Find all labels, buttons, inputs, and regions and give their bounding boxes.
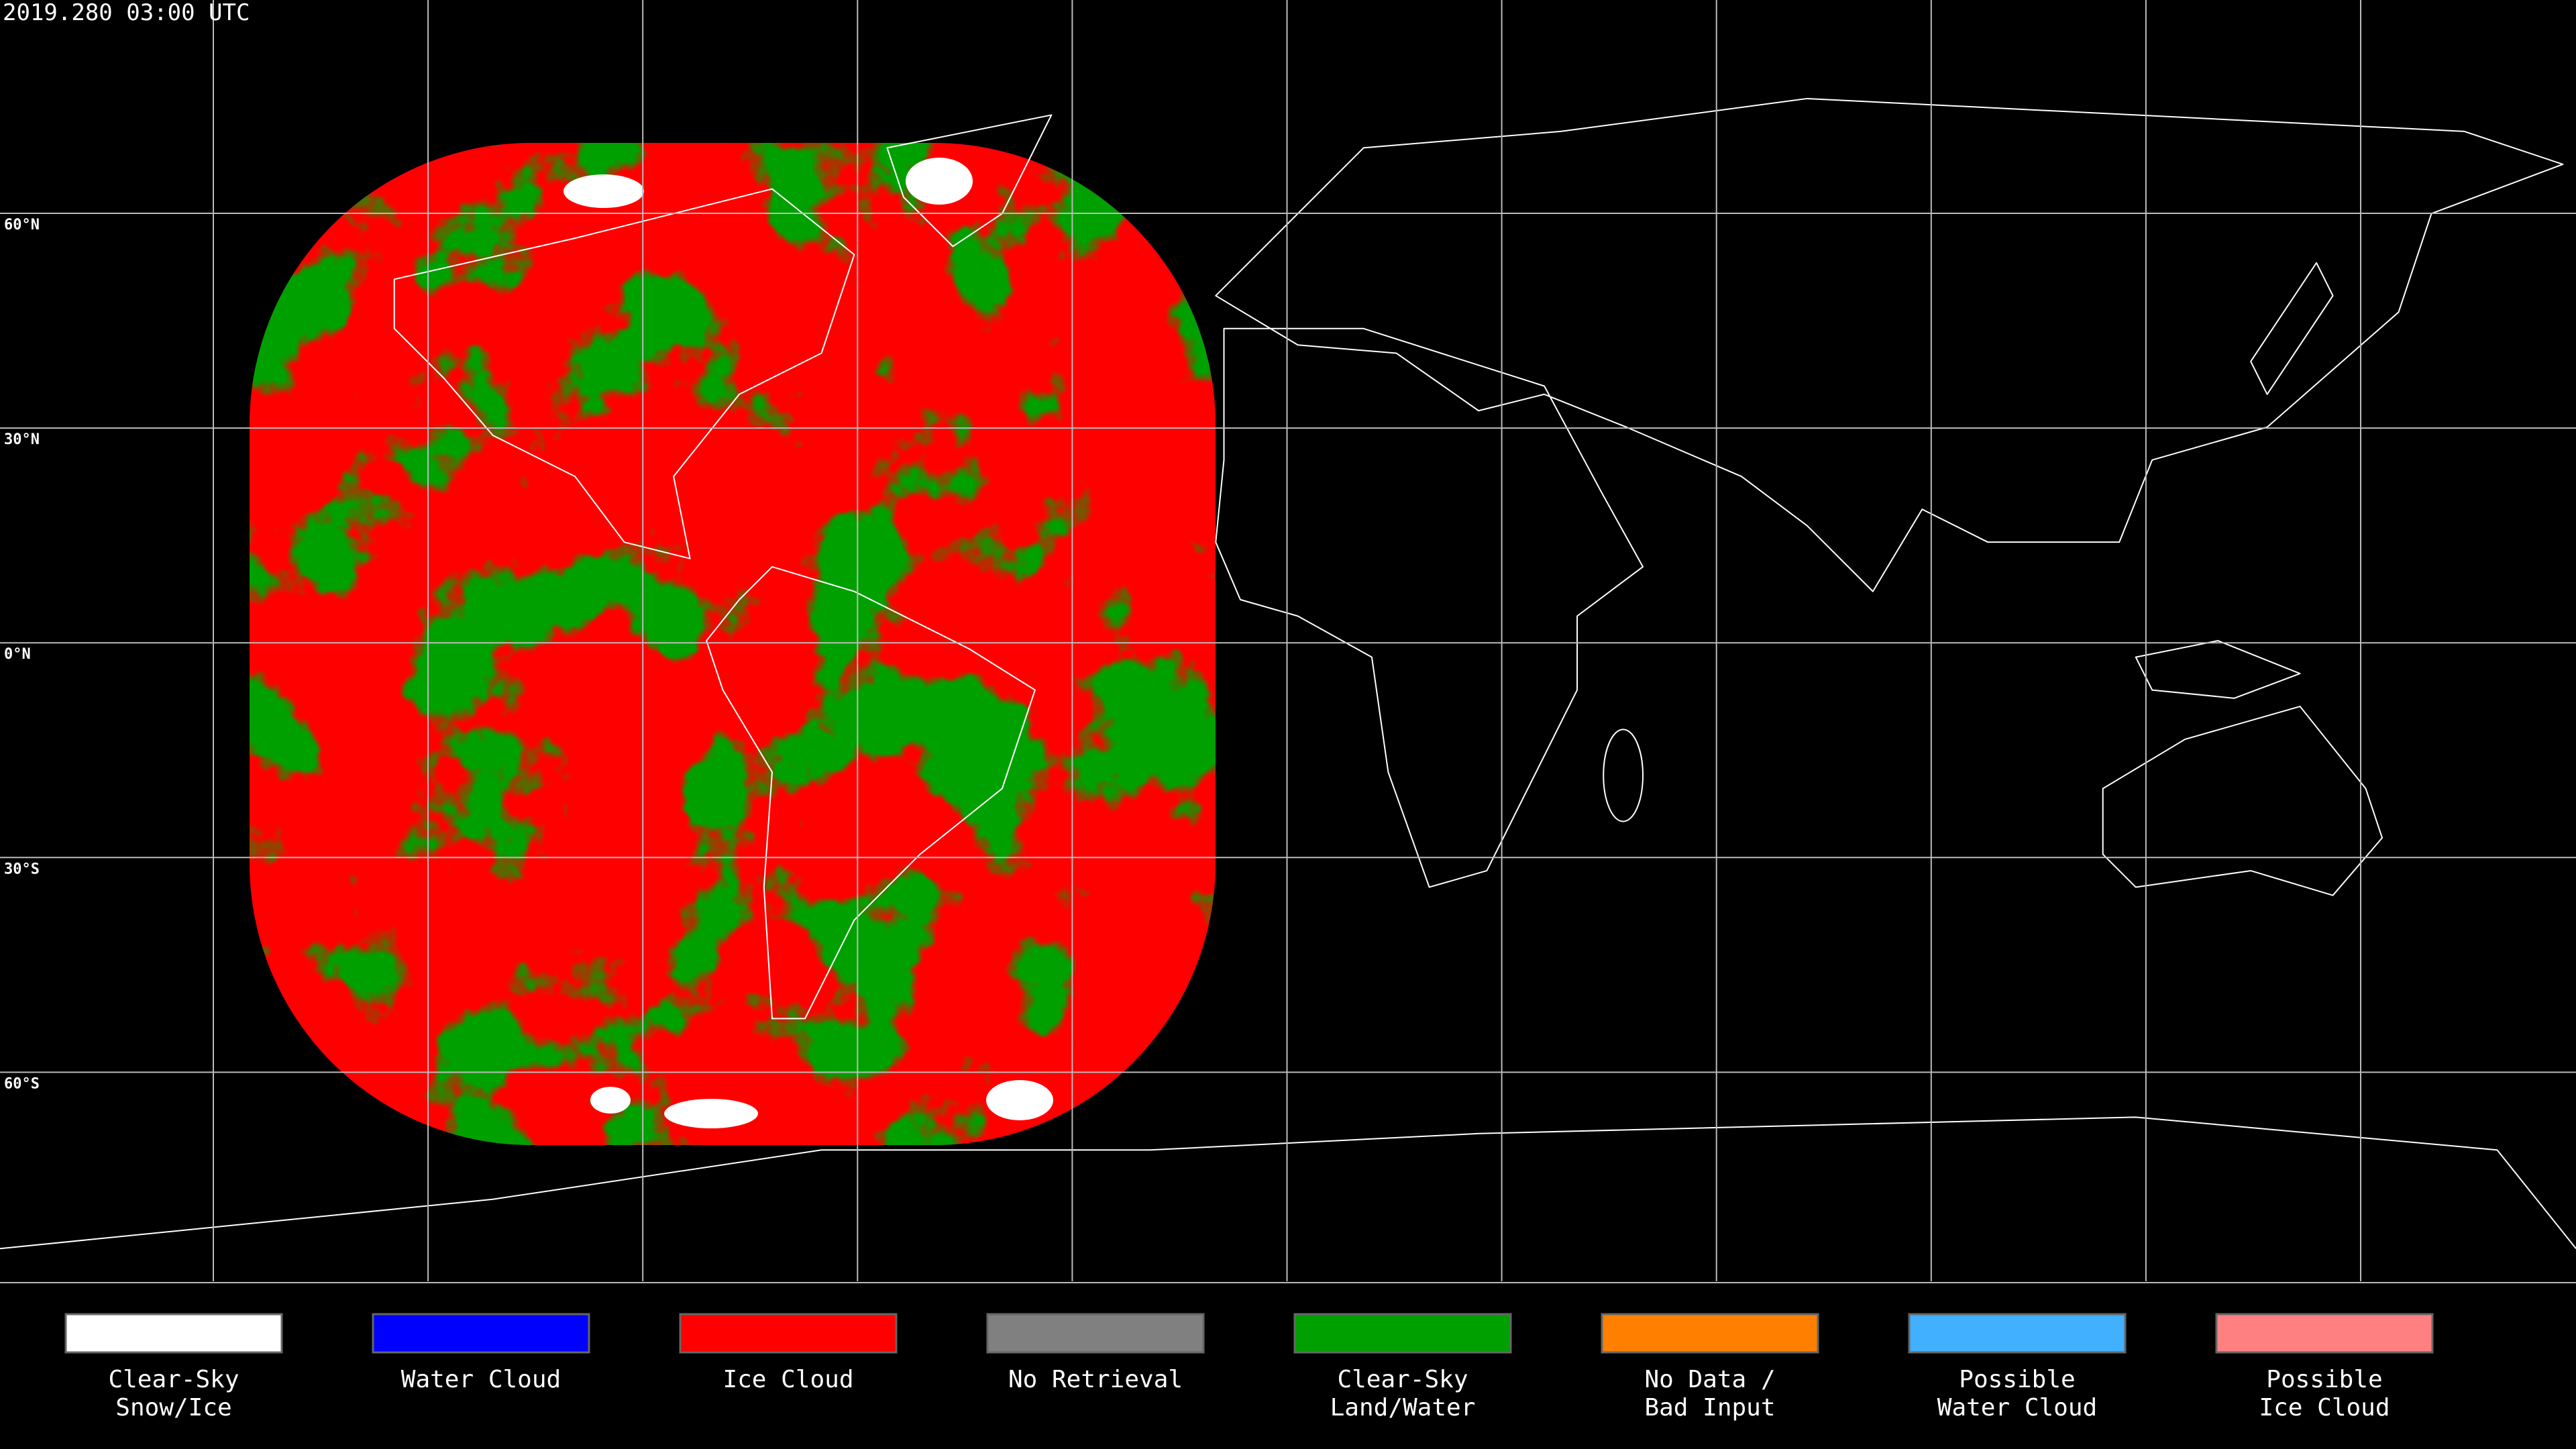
legend-label: Possible	[2266, 1366, 2382, 1393]
graticule: 60°N 30°N 0°N 30°S 60°S	[0, 0, 2576, 1283]
latitude-label: 60°N	[4, 217, 40, 233]
latitude-label: 60°S	[4, 1075, 40, 1092]
latitude-label: 30°N	[4, 431, 40, 448]
coastlines	[0, 99, 2576, 1248]
legend-swatch	[372, 1313, 590, 1354]
legend-swatch	[1601, 1313, 1819, 1354]
legend-label: Clear-Sky	[108, 1366, 239, 1393]
legend-swatch	[679, 1313, 898, 1354]
legend-label: Water Cloud	[1937, 1394, 2097, 1421]
latitude-label: 30°S	[4, 861, 40, 877]
timestamp: 2019.280 03:00 UTC	[3, 0, 250, 26]
legend-label: Bad Input	[1644, 1394, 1775, 1421]
legend-label: Ice Cloud	[2259, 1394, 2390, 1421]
legend-label: No Data /	[1644, 1366, 1775, 1393]
legend-label: Snow/Ice	[115, 1394, 231, 1421]
legend-label: Land/Water	[1330, 1394, 1476, 1421]
legend-label: Water Cloud	[401, 1366, 561, 1393]
clear-sky-area	[250, 143, 1216, 1145]
legend-label: No Retrieval	[1008, 1366, 1183, 1393]
latitude-label: 0°N	[4, 646, 31, 663]
legend-swatch	[1293, 1313, 1512, 1354]
legend-label: Clear-Sky	[1337, 1366, 1468, 1393]
cloud-phase-imagery	[250, 143, 1216, 1145]
legend-label: Ice Cloud	[722, 1366, 853, 1393]
snow-patches	[564, 158, 1053, 1128]
legend-swatch	[986, 1313, 1205, 1354]
legend-label: Possible	[1959, 1366, 2075, 1393]
legend-swatch	[1908, 1313, 2127, 1354]
legend-swatch	[64, 1313, 283, 1354]
legend-swatch	[2215, 1313, 2434, 1354]
